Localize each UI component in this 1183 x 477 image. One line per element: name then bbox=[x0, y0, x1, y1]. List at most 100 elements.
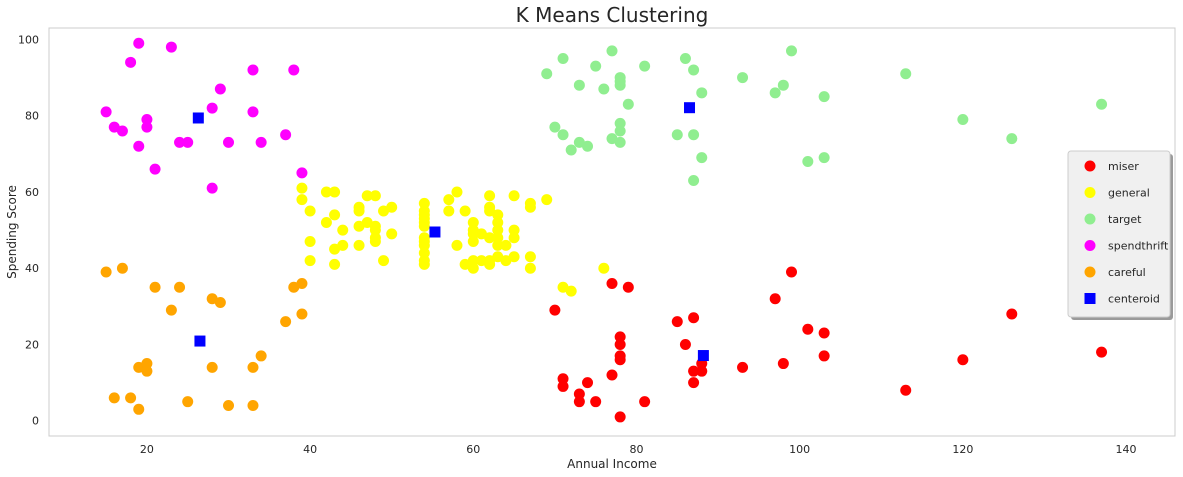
general-point bbox=[500, 239, 512, 251]
target-point bbox=[557, 53, 569, 65]
general-point bbox=[451, 239, 463, 251]
target-point bbox=[565, 144, 577, 156]
x-tick-label: 80 bbox=[629, 443, 643, 456]
general-point bbox=[304, 255, 316, 267]
miser-point bbox=[590, 396, 602, 408]
careful-point bbox=[182, 396, 194, 408]
miser-point bbox=[671, 316, 683, 328]
general-point bbox=[296, 194, 308, 206]
spendthrift-point bbox=[149, 163, 161, 175]
target-point bbox=[622, 98, 634, 110]
general-point bbox=[598, 262, 610, 274]
general-point bbox=[378, 255, 390, 267]
legend-label: target bbox=[1108, 213, 1142, 226]
y-tick-label: 80 bbox=[25, 110, 39, 123]
x-axis-ticks: 20 40 60 80 100 120 140 bbox=[140, 443, 1137, 456]
general-point bbox=[329, 243, 341, 255]
target-point bbox=[614, 75, 626, 87]
target-point bbox=[606, 45, 618, 57]
general-point bbox=[418, 258, 430, 270]
general-point bbox=[386, 201, 398, 213]
spendthrift-point bbox=[255, 136, 267, 148]
general-point bbox=[296, 182, 308, 194]
spendthrift-point bbox=[214, 83, 226, 95]
careful-point bbox=[214, 297, 226, 309]
target-point bbox=[818, 152, 830, 164]
general-point bbox=[320, 216, 332, 228]
general-point bbox=[353, 205, 365, 217]
general-point bbox=[467, 216, 479, 228]
miser-point bbox=[688, 377, 700, 389]
target-point bbox=[786, 45, 798, 57]
miser-point bbox=[573, 388, 585, 400]
careful-point bbox=[296, 308, 308, 320]
general-point bbox=[304, 236, 316, 248]
legend-marker bbox=[1084, 293, 1096, 304]
y-tick-label: 60 bbox=[25, 186, 39, 199]
target-point bbox=[688, 64, 700, 76]
target-point bbox=[639, 60, 651, 72]
miser-point bbox=[1006, 308, 1018, 320]
general-point bbox=[443, 194, 455, 206]
miser-point bbox=[639, 396, 651, 408]
legend-marker bbox=[1084, 240, 1096, 251]
target-point bbox=[802, 155, 814, 167]
general-point bbox=[475, 228, 487, 240]
x-tick-label: 60 bbox=[466, 443, 480, 456]
miser-point bbox=[769, 293, 781, 305]
general-point bbox=[557, 281, 569, 293]
y-tick-label: 0 bbox=[32, 415, 39, 428]
legend-marker bbox=[1084, 160, 1096, 172]
target-point bbox=[696, 87, 708, 99]
general-point bbox=[467, 255, 479, 267]
general-point bbox=[418, 239, 430, 251]
careful-point bbox=[165, 304, 177, 316]
careful-point bbox=[174, 281, 186, 293]
general-point bbox=[508, 190, 520, 202]
legend-marker bbox=[1084, 213, 1096, 225]
careful-point bbox=[133, 361, 145, 373]
general-point bbox=[492, 239, 504, 251]
miser-point bbox=[582, 377, 594, 389]
centroid-marker bbox=[192, 112, 204, 124]
centroid-marker bbox=[684, 102, 696, 114]
spendthrift-point bbox=[174, 136, 186, 148]
miser-point bbox=[557, 373, 569, 385]
general-point bbox=[524, 262, 536, 274]
general-point bbox=[418, 232, 430, 244]
miser-point bbox=[737, 361, 749, 373]
x-tick-label: 20 bbox=[140, 443, 154, 456]
general-point bbox=[467, 224, 479, 236]
careful-point bbox=[141, 358, 153, 370]
general-point bbox=[492, 232, 504, 244]
careful-point bbox=[125, 392, 137, 404]
general-point bbox=[329, 258, 341, 270]
careful-point bbox=[141, 365, 153, 377]
target-point bbox=[598, 83, 610, 95]
target-point bbox=[590, 60, 602, 72]
centroid-marker bbox=[697, 350, 709, 362]
x-tick-label: 120 bbox=[952, 443, 973, 456]
general-point bbox=[337, 239, 349, 251]
miser-point bbox=[606, 369, 618, 381]
miser-point bbox=[573, 396, 585, 408]
careful-point bbox=[247, 361, 259, 373]
target-point bbox=[614, 117, 626, 129]
general-point bbox=[418, 197, 430, 209]
general-point bbox=[386, 228, 398, 240]
x-tick-label: 100 bbox=[789, 443, 810, 456]
miser-point bbox=[679, 338, 691, 350]
general-point bbox=[369, 224, 381, 236]
spendthrift-point bbox=[206, 182, 218, 194]
miser-point bbox=[786, 266, 798, 278]
target-point bbox=[614, 136, 626, 148]
general-point bbox=[492, 224, 504, 236]
y-tick-label: 100 bbox=[18, 33, 39, 46]
general-point bbox=[508, 251, 520, 263]
target-point bbox=[1006, 133, 1018, 145]
miser-point bbox=[606, 277, 618, 289]
general-point bbox=[378, 205, 390, 217]
general-point bbox=[541, 194, 553, 206]
careful-point bbox=[296, 277, 308, 289]
